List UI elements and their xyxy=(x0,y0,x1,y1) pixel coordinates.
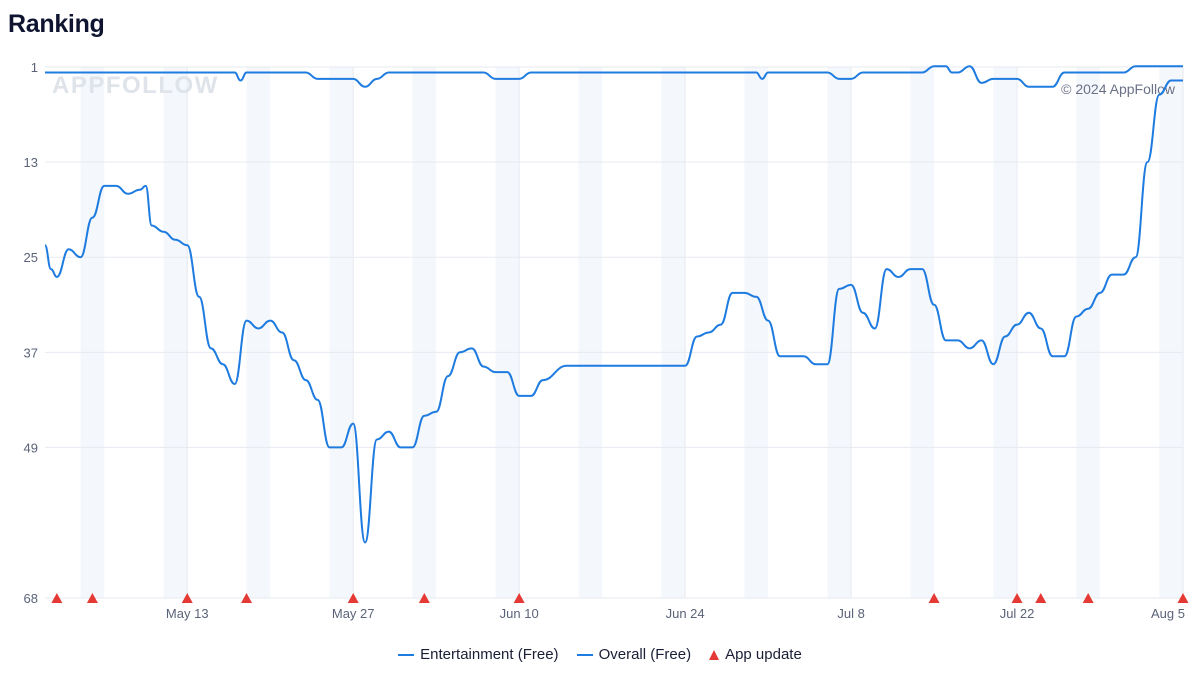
weekend-band xyxy=(1076,67,1101,598)
triangle-marker-icon xyxy=(709,649,720,660)
app-update-marker xyxy=(1011,593,1023,603)
legend-label-overall: Overall (Free) xyxy=(598,646,692,663)
legend-item-entertainment[interactable]: Entertainment (Free) xyxy=(398,646,559,663)
x-tick-label: May 27 xyxy=(332,606,375,621)
app-update-marker xyxy=(347,593,359,603)
x-tick-label: Jul 22 xyxy=(1000,606,1035,621)
app-update-marker xyxy=(928,593,940,603)
app-update-marker xyxy=(418,593,430,603)
x-tick-label: Jun 24 xyxy=(666,606,705,621)
y-tick-label: 37 xyxy=(24,345,38,360)
copyright-text: © 2024 AppFollow xyxy=(1061,81,1176,97)
series-line-overall xyxy=(44,79,1183,544)
y-tick-label: 13 xyxy=(24,155,38,170)
legend: Entertainment (Free) Overall (Free) App … xyxy=(0,646,1200,663)
page-title: Ranking xyxy=(8,10,105,38)
weekend-band xyxy=(993,67,1018,598)
weekend-band xyxy=(910,67,935,598)
x-tick-label: Jun 10 xyxy=(500,606,539,621)
ranking-chart: 1 13 25 37 49 68 May 13 May 27 Jun 10 Jun 24 Jul … xyxy=(24,60,1189,621)
weekend-band xyxy=(578,67,603,598)
watermark: APPFOLLOW xyxy=(52,72,219,99)
y-tick-label: 68 xyxy=(24,591,38,606)
y-axis: 1 13 25 37 49 68 xyxy=(24,60,38,606)
weekend-band xyxy=(827,67,852,598)
legend-item-app-update[interactable]: App update xyxy=(709,646,802,663)
weekend-band xyxy=(495,67,520,598)
weekend-band xyxy=(661,67,686,598)
app-update-marker xyxy=(51,593,63,603)
app-update-marker xyxy=(1082,593,1094,603)
app-update-markers xyxy=(51,593,1189,603)
y-tick-label: 25 xyxy=(24,250,38,265)
weekend-band xyxy=(329,67,354,598)
legend-label-entertainment: Entertainment (Free) xyxy=(420,646,559,663)
x-axis: May 13 May 27 Jun 10 Jun 24 Jul 8 Jul 22 Aug 5 xyxy=(166,606,1185,621)
line-swatch-icon xyxy=(398,653,415,656)
app-update-marker xyxy=(1035,593,1047,603)
app-update-marker xyxy=(513,593,525,603)
x-tick-label: Jul 8 xyxy=(837,606,864,621)
weekend-band xyxy=(744,67,769,598)
weekend-band xyxy=(80,67,105,598)
grid-lines xyxy=(45,66,1184,599)
app-update-marker xyxy=(1177,593,1189,603)
app-update-marker xyxy=(86,593,98,603)
y-tick-label: 1 xyxy=(31,60,38,75)
legend-item-overall[interactable]: Overall (Free) xyxy=(576,646,692,663)
weekend-bands xyxy=(80,67,1183,598)
weekend-band xyxy=(246,67,271,598)
legend-label-app-update: App update xyxy=(725,646,802,663)
y-tick-label: 49 xyxy=(24,440,38,455)
app-update-marker xyxy=(181,593,193,603)
x-tick-label: Aug 5 xyxy=(1151,606,1185,621)
app-update-marker xyxy=(241,593,253,603)
weekend-band xyxy=(1159,67,1183,598)
line-swatch-icon xyxy=(576,653,593,656)
x-tick-label: May 13 xyxy=(166,606,209,621)
series-lines xyxy=(44,65,1183,544)
weekend-band xyxy=(412,67,437,598)
series-line-entertainment xyxy=(45,65,1183,88)
weekend-band xyxy=(163,67,188,598)
